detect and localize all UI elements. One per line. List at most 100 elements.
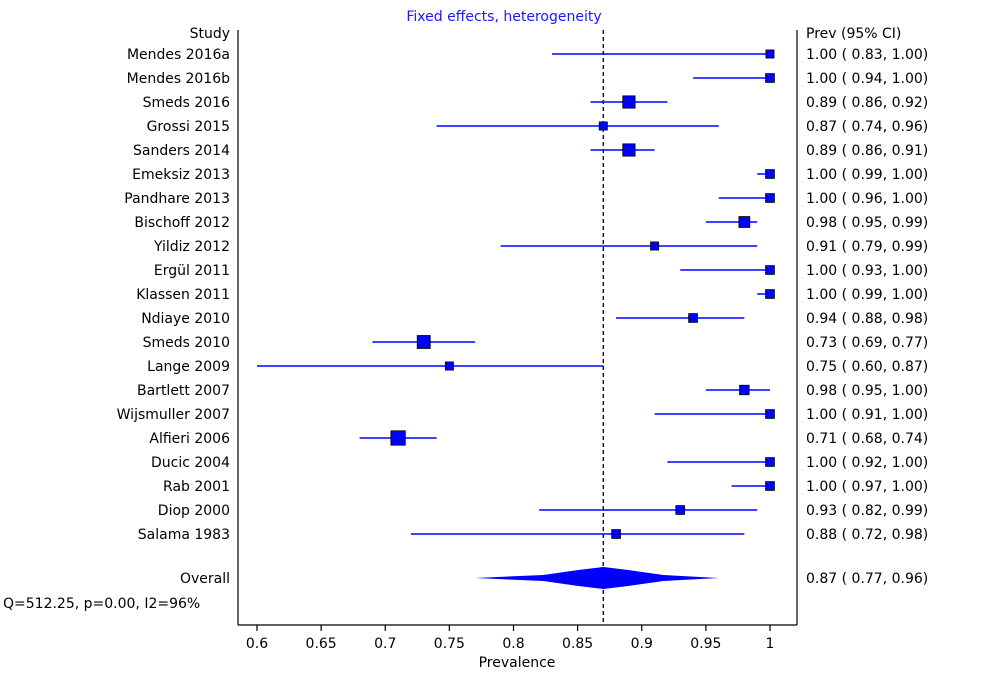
study-name: Ergül 2011 [154,263,230,279]
study-estimate-label: 1.00 ( 0.92, 1.00) [806,455,928,471]
study-name: Mendes 2016a [127,47,230,63]
point-estimate-marker [765,409,775,419]
study-name: Wijsmuller 2007 [117,407,230,423]
x-axis-ticks: 0.6 0.65 0.7 0.75 0.8 0.85 0.9 0.95 1 [246,625,775,652]
study-estimate-label: 0.71 ( 0.68, 0.74) [806,431,928,447]
study-name: Smeds 2010 [143,335,230,351]
study-estimate-label: 1.00 ( 0.97, 1.00) [806,479,928,495]
study-estimate-label: 1.00 ( 0.94, 1.00) [806,71,928,87]
study-name: Alfieri 2006 [149,431,230,447]
study-estimate-label: 0.94 ( 0.88, 0.98) [806,311,928,327]
overall-estimate-label: 0.87 ( 0.77, 0.96) [806,571,928,587]
point-estimate-marker [390,430,406,446]
estimate-column-header: Prev (95% CI) [806,26,901,42]
study-estimate-label: 0.91 ( 0.79, 0.99) [806,239,928,255]
study-estimate-label: 0.98 ( 0.95, 0.99) [806,215,928,231]
study-row: Bartlett 2007 0.98 ( 0.95, 1.00) [137,383,928,399]
overall-row: Overall 0.87 ( 0.77, 0.96) Q=512.25, p=0… [3,567,928,612]
study-name: Bischoff 2012 [134,215,230,231]
study-estimate-label: 1.00 ( 0.99, 1.00) [806,167,928,183]
study-row: Diop 2000 0.93 ( 0.82, 0.99) [158,503,928,519]
overall-diamond [475,567,719,589]
study-row: Yildiz 2012 0.91 ( 0.79, 0.99) [153,239,928,255]
study-row: Mendes 2016a 1.00 ( 0.83, 1.00) [127,47,928,63]
point-estimate-marker [765,481,775,491]
point-estimate-marker [765,49,775,59]
point-estimate-marker [765,289,775,299]
study-column-header: Study [190,26,230,42]
study-row: Lange 2009 0.75 ( 0.60, 0.87) [147,359,928,375]
point-estimate-marker [739,384,750,396]
study-name: Salama 1983 [138,527,230,543]
study-estimate-label: 0.73 ( 0.69, 0.77) [806,335,928,351]
study-row: Mendes 2016b 1.00 ( 0.94, 1.00) [127,71,929,87]
x-tick-label: 0.95 [690,636,721,652]
study-estimate-label: 0.89 ( 0.86, 0.92) [806,95,928,111]
study-estimate-label: 1.00 ( 0.83, 1.00) [806,47,928,63]
study-name: Sanders 2014 [133,143,230,159]
overall-label: Overall [180,571,230,587]
study-name: Bartlett 2007 [137,383,230,399]
study-row: Ndiaye 2010 0.94 ( 0.88, 0.98) [141,311,928,327]
study-name: Yildiz 2012 [153,239,230,255]
point-estimate-marker [416,335,431,349]
study-name: Rab 2001 [163,479,230,495]
study-estimate-label: 1.00 ( 0.99, 1.00) [806,287,928,303]
x-tick-label: 0.85 [562,636,593,652]
study-name: Pandhare 2013 [124,191,230,207]
point-estimate-marker [611,529,621,539]
study-name: Emeksiz 2013 [132,167,230,183]
study-name: Smeds 2016 [143,95,230,111]
study-row: Ergül 2011 1.00 ( 0.93, 1.00) [154,263,928,279]
study-estimate-label: 0.89 ( 0.86, 0.91) [806,143,928,159]
x-tick-label: 0.9 [631,636,653,652]
point-estimate-marker [598,121,608,131]
point-estimate-marker [650,241,660,251]
study-estimate-label: 0.93 ( 0.82, 0.99) [806,503,928,519]
study-name: Grossi 2015 [147,119,230,135]
point-estimate-marker [738,216,751,228]
x-tick-label: 0.75 [434,636,465,652]
study-name: Diop 2000 [158,503,230,519]
study-row: Emeksiz 2013 1.00 ( 0.99, 1.00) [132,167,928,183]
point-estimate-marker [765,169,775,179]
x-tick-label: 0.65 [306,636,337,652]
chart-title: Fixed effects, heterogeneity [406,9,601,25]
point-estimate-marker [675,505,686,515]
x-axis-label: Prevalence [479,655,556,671]
study-row: Sanders 2014 0.89 ( 0.86, 0.91) [133,143,928,159]
study-estimate-label: 0.88 ( 0.72, 0.98) [806,527,928,543]
study-rows: Mendes 2016a 1.00 ( 0.83, 1.00)Mendes 201… [117,47,929,543]
study-row: Bischoff 2012 0.98 ( 0.95, 0.99) [134,215,928,231]
study-estimate-label: 0.98 ( 0.95, 1.00) [806,383,928,399]
point-estimate-marker [622,95,636,109]
study-row: Grossi 2015 0.87 ( 0.74, 0.96) [147,119,929,135]
point-estimate-marker [688,313,698,323]
study-name: Ducic 2004 [151,455,230,471]
study-row: Ducic 2004 1.00 ( 0.92, 1.00) [151,455,928,471]
study-name: Ndiaye 2010 [141,311,230,327]
study-estimate-label: 1.00 ( 0.96, 1.00) [806,191,928,207]
study-estimate-label: 0.75 ( 0.60, 0.87) [806,359,928,375]
point-estimate-marker [765,457,775,467]
study-estimate-label: 1.00 ( 0.93, 1.00) [806,263,928,279]
study-row: Smeds 2010 0.73 ( 0.69, 0.77) [143,335,929,351]
study-row: Alfieri 2006 0.71 ( 0.68, 0.74) [149,430,928,447]
x-tick-label: 0.7 [374,636,396,652]
point-estimate-marker [444,361,454,371]
study-name: Lange 2009 [147,359,230,375]
x-tick-label: 0.6 [246,636,268,652]
study-row: Wijsmuller 2007 1.00 ( 0.91, 1.00) [117,407,929,423]
point-estimate-marker [765,265,775,275]
study-estimate-label: 0.87 ( 0.74, 0.96) [806,119,928,135]
x-tick-label: 1 [766,636,775,652]
study-name: Klassen 2011 [136,287,230,303]
study-estimate-label: 1.00 ( 0.91, 1.00) [806,407,928,423]
x-tick-label: 0.8 [502,636,524,652]
point-estimate-marker [765,73,775,83]
study-row: Salama 1983 0.88 ( 0.72, 0.98) [138,527,928,543]
study-row: Smeds 2016 0.89 ( 0.86, 0.92) [143,95,929,111]
study-row: Pandhare 2013 1.00 ( 0.96, 1.00) [124,191,928,207]
point-estimate-marker [622,143,636,157]
